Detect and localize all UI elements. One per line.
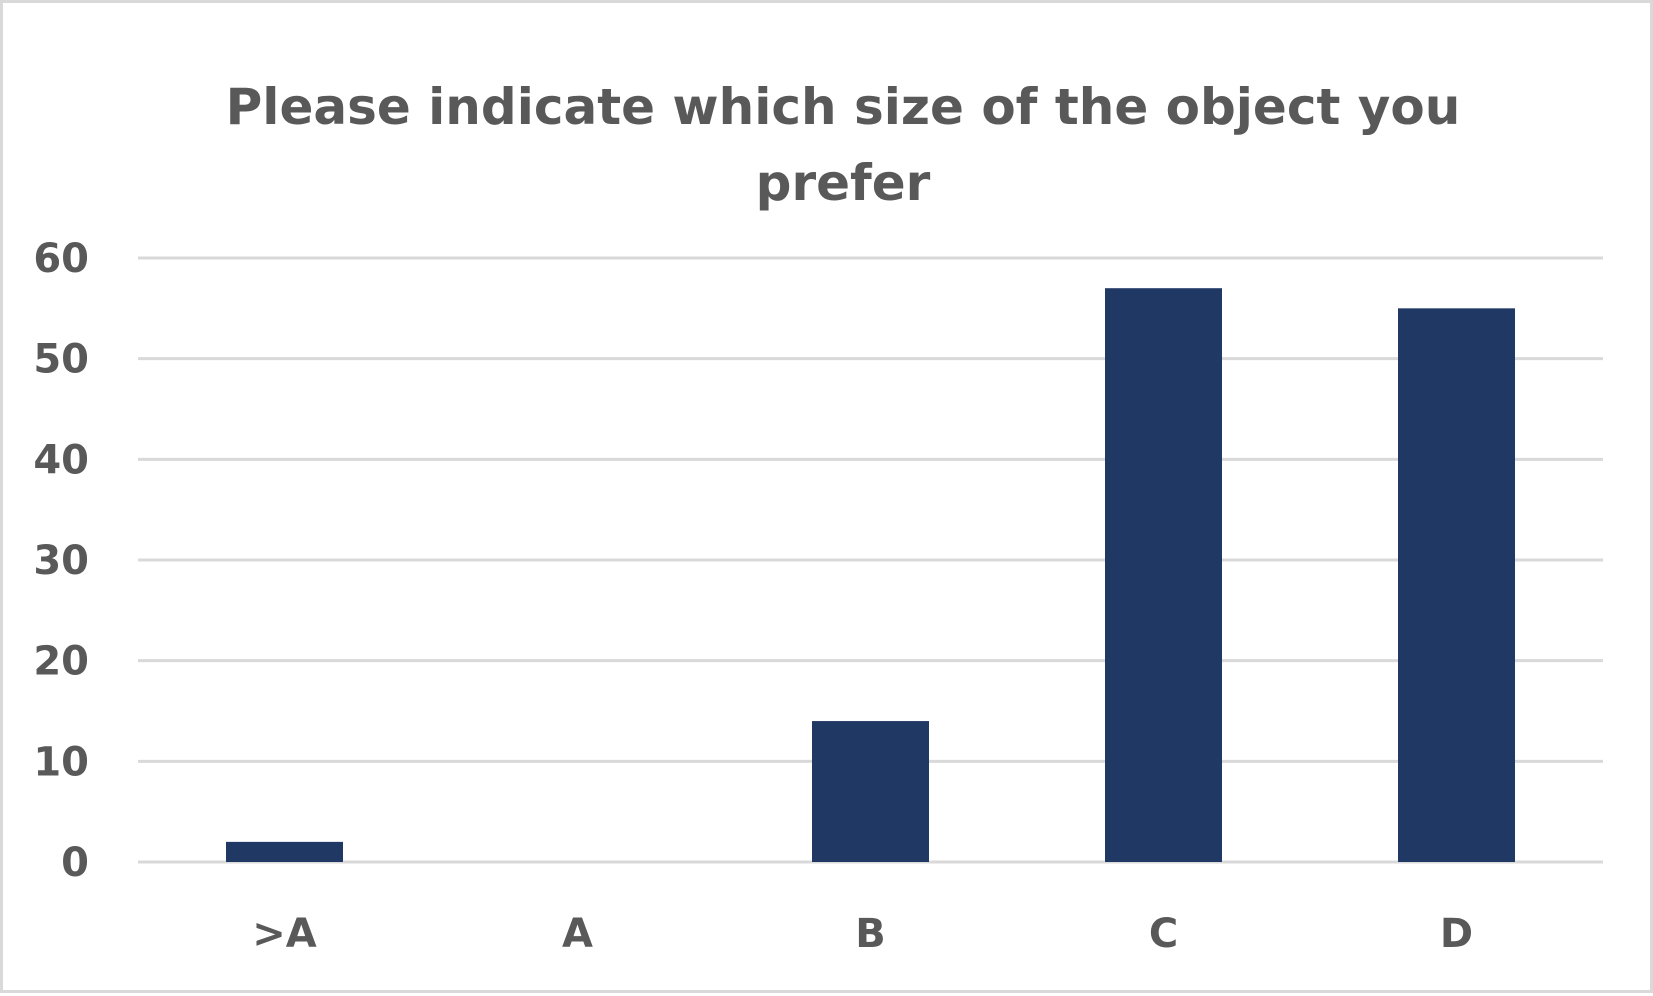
bar-1	[226, 841, 343, 862]
chart-plot-area: 0 10 20 30 40 50 60 >A A B C D	[33, 236, 1603, 957]
bar-5	[1398, 308, 1515, 862]
y-tick-label: 10	[33, 739, 89, 785]
bar-4	[1105, 288, 1222, 862]
x-category-label: D	[1440, 911, 1473, 957]
y-tick-label: 0	[61, 840, 89, 886]
x-category-label: C	[1149, 911, 1178, 957]
y-tick-label: 50	[33, 337, 89, 383]
x-category-label: B	[855, 911, 886, 957]
y-tick-label: 40	[33, 437, 89, 483]
bars	[226, 288, 1515, 862]
y-tick-label: 60	[33, 236, 89, 282]
y-tick-label: 30	[33, 538, 89, 584]
x-category-label: >A	[252, 911, 317, 957]
x-axis-labels: >A A B C D	[252, 911, 1473, 957]
y-axis-ticks: 0 10 20 30 40 50 60	[33, 236, 89, 886]
y-tick-label: 20	[33, 639, 89, 685]
bar-3	[812, 721, 929, 862]
gridlines	[138, 256, 1603, 864]
x-category-label: A	[562, 911, 593, 957]
chart-title: Please indicate which size of the object…	[225, 78, 1461, 212]
